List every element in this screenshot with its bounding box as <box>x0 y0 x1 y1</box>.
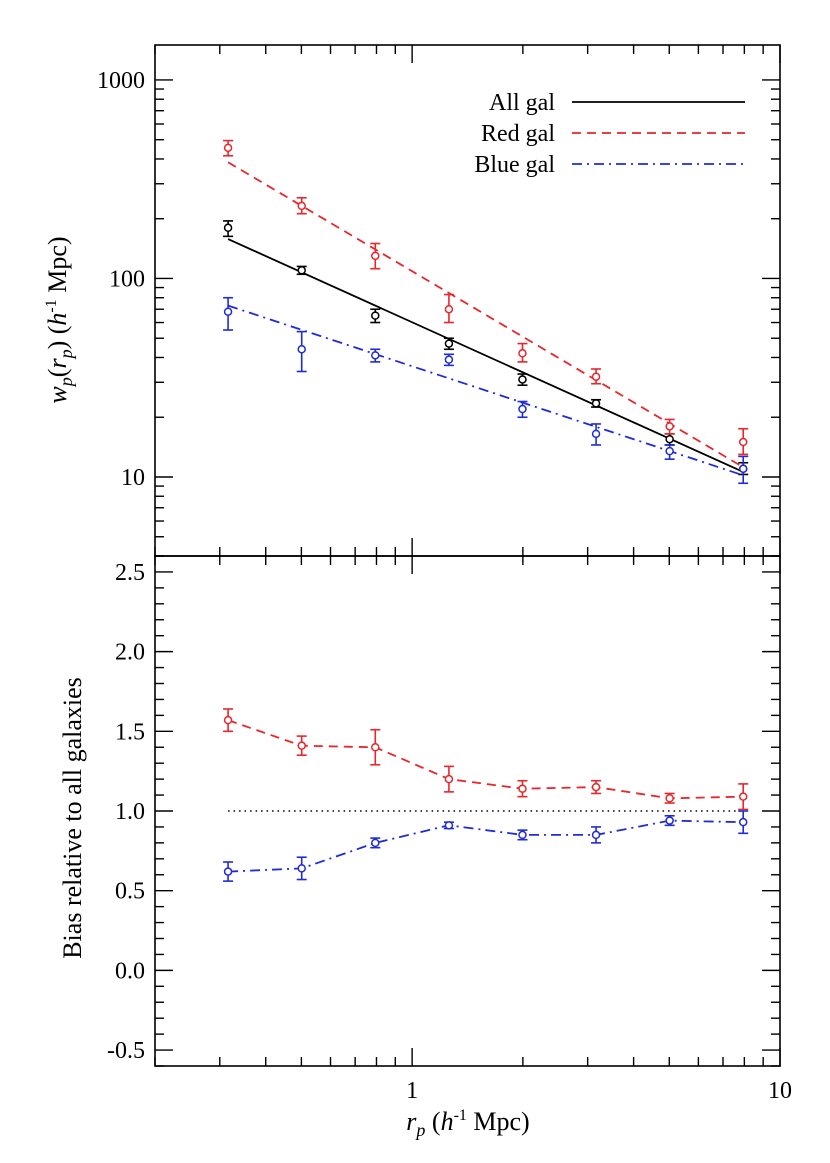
y-tick-label: 1.0 <box>115 799 145 825</box>
data-point <box>223 867 233 876</box>
data-point <box>371 743 380 752</box>
ylabel-base: w <box>43 386 72 404</box>
data-point <box>738 437 748 447</box>
ylabel-mid2: ) ( <box>43 326 72 350</box>
data-point <box>297 864 306 873</box>
series-blue-gal <box>223 296 749 485</box>
data-point <box>591 782 601 792</box>
y-tick-label: 1.5 <box>115 719 145 745</box>
data-point <box>665 816 674 825</box>
ylabel-mid1: ( <box>43 369 72 378</box>
data-point <box>223 223 233 233</box>
data-point <box>371 351 380 360</box>
y-tick-label: 0.0 <box>115 958 145 984</box>
data-point <box>297 201 306 211</box>
ylabel-sub2: p <box>56 349 76 360</box>
data-point <box>444 821 454 830</box>
y-tick-label: 100 <box>109 266 145 292</box>
bottom-panel: 1 10 -0.5 0.0 0.5 1.0 1.5 2.0 2.5 <box>107 555 792 1104</box>
x-tick-label: 10 <box>768 1078 792 1104</box>
xlabel-paren-open: ( <box>425 1107 440 1136</box>
series-1 <box>223 810 749 882</box>
data-point <box>371 838 380 848</box>
panel-frame-1 <box>154 555 781 1067</box>
series-line <box>228 819 744 873</box>
data-point <box>591 399 601 408</box>
legend-label: All gal <box>489 90 555 116</box>
data-point <box>371 311 380 320</box>
data-point <box>223 715 233 725</box>
y-tick-label: 0.5 <box>115 879 145 905</box>
legend: All gal Red gal Blue gal <box>474 90 745 178</box>
series-red-gal <box>223 139 749 469</box>
xlabel-base: r <box>406 1107 417 1136</box>
fit-line <box>227 304 744 477</box>
top-y-axis-label: wp(rp) (h-1 Mpc) <box>43 236 76 403</box>
data-point <box>665 446 674 456</box>
data-point <box>665 434 674 444</box>
x-tick-label: 1 <box>406 1078 418 1104</box>
series-0 <box>223 708 749 811</box>
data-point <box>444 774 454 784</box>
legend-label: Blue gal <box>474 152 555 178</box>
bottom-y-axis-label: Bias relative to all galaxies <box>58 677 87 959</box>
data-point <box>297 741 306 750</box>
y-tick-label: 2.5 <box>115 560 145 586</box>
data-point <box>738 792 748 801</box>
data-point <box>518 375 527 384</box>
data-point <box>444 355 454 364</box>
xlabel-sub: p <box>414 1120 425 1140</box>
data-point <box>591 429 601 439</box>
legend-label: Red gal <box>481 121 555 147</box>
data-point <box>223 307 233 316</box>
data-point <box>591 830 601 840</box>
y-tick-label: -0.5 <box>107 1038 145 1064</box>
data-point <box>738 464 748 474</box>
data-point <box>518 830 527 840</box>
data-point <box>518 349 527 358</box>
ylabel-base2: r <box>43 358 72 369</box>
data-point <box>297 345 306 354</box>
ylabel-sup: -1 <box>43 299 60 312</box>
data-point <box>518 404 527 414</box>
fit-line <box>227 161 744 469</box>
xlabel-unit-rest: Mpc) <box>467 1107 530 1136</box>
xlabel-unit-italic: h <box>441 1107 454 1136</box>
panel-frame-0 <box>154 44 781 557</box>
data-point <box>444 339 454 348</box>
series-line <box>227 719 744 800</box>
x-axis-label: rp (h-1 Mpc) <box>406 1107 529 1140</box>
y-tick-label: 1000 <box>97 68 145 94</box>
y-tick-label: 10 <box>121 465 145 491</box>
data-point <box>518 784 527 793</box>
xlabel-sup: -1 <box>454 1107 467 1124</box>
data-point <box>223 143 233 153</box>
data-point <box>665 794 674 803</box>
y-tick-label: 2.0 <box>115 640 145 666</box>
ylabel-unit-italic: h <box>43 313 72 326</box>
data-point <box>665 422 674 431</box>
data-point <box>738 817 748 827</box>
ylabel-sub: p <box>56 377 76 388</box>
ylabel-unit-rest: Mpc) <box>43 236 72 299</box>
top-panel: 10 100 1000 All gal Red gal Blue gal <box>97 44 781 557</box>
data-point <box>444 304 454 314</box>
fit-line <box>227 238 744 473</box>
data-point <box>591 372 601 381</box>
data-point <box>297 266 306 275</box>
data-point <box>371 251 380 261</box>
